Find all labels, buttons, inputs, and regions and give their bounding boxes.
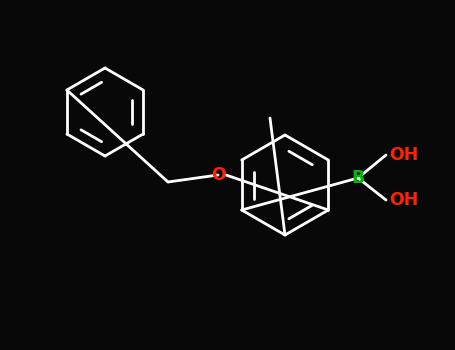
- Text: O: O: [211, 166, 225, 184]
- Text: OH: OH: [389, 146, 419, 164]
- Text: OH: OH: [389, 191, 419, 209]
- Text: B: B: [351, 169, 364, 187]
